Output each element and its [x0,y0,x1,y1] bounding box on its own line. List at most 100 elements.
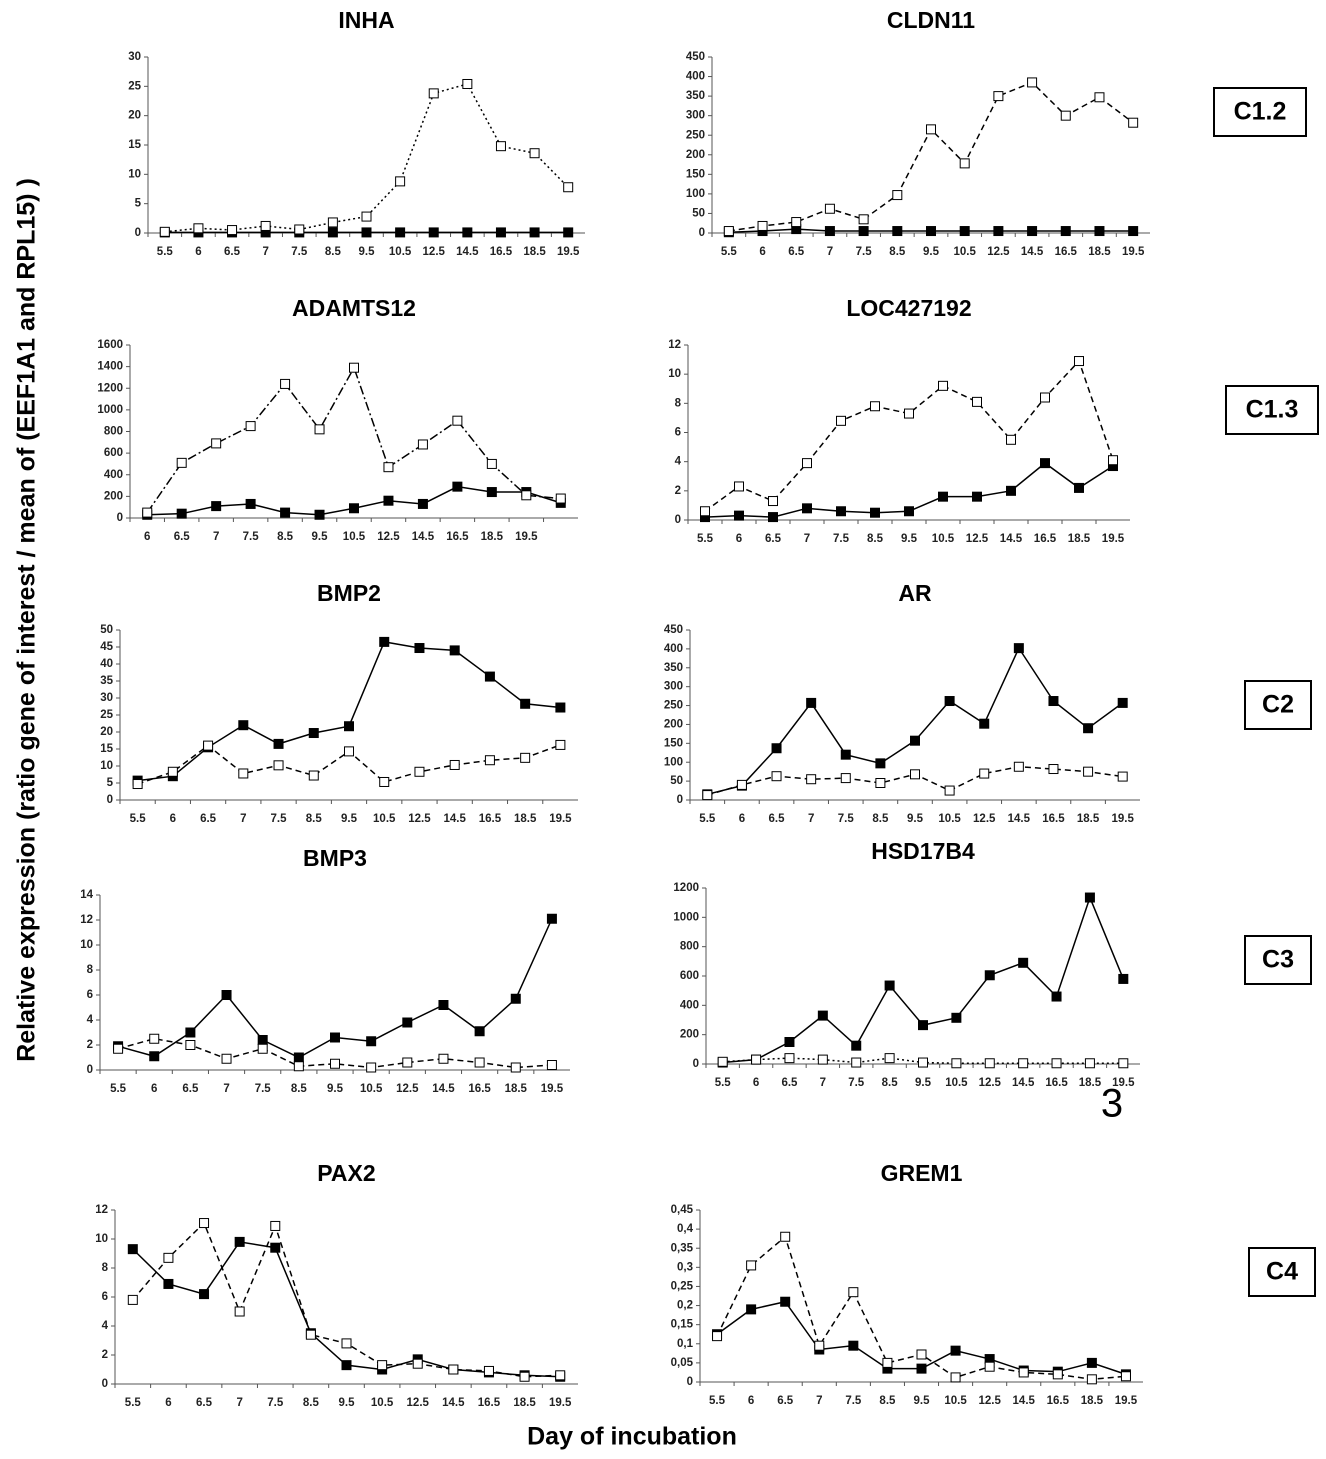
x-tick-label: 9.5 [901,533,918,545]
y-tick-label: 250 [664,700,683,712]
point-marker [199,1289,210,1300]
point-marker [1117,697,1128,708]
x-tick-label: 16.5 [1034,533,1057,545]
point-marker [870,401,880,412]
x-tick-label: 7.5 [243,531,260,543]
point-marker [870,507,880,518]
point-marker [904,408,914,419]
point-marker [851,1040,862,1051]
point-marker [784,1037,795,1047]
point-marker [414,643,425,654]
x-tick-label: 8.5 [889,246,906,258]
point-marker [916,1349,927,1360]
series-line [132,1241,561,1378]
point-marker [736,779,747,790]
point-marker [814,1340,825,1351]
point-marker [417,439,428,450]
x-tick-label: 18.5 [513,1397,536,1409]
point-marker [836,415,846,426]
y-tick-label: 300 [686,110,705,122]
point-marker [1120,1371,1131,1382]
x-tick-label: 10.5 [945,1077,968,1089]
y-tick-label: 25 [128,80,141,92]
x-tick-label: 5.5 [130,813,147,825]
point-marker [293,1052,304,1063]
cluster-label: C2 [1262,691,1294,719]
point-marker [1051,991,1062,1002]
point-marker [412,1358,423,1369]
point-marker [273,738,284,749]
x-tick-label: 7 [827,246,833,258]
y-axis-label: Relative expression (ratio gene of inter… [13,178,41,1062]
point-marker [270,1242,281,1253]
y-tick-label: 150 [686,168,705,180]
y-tick-label: 15 [128,139,141,151]
x-tick-label: 14.5 [1013,1395,1036,1407]
point-marker [449,759,460,770]
chart-title: ADAMTS12 [292,295,416,321]
point-marker [308,728,319,739]
point-marker [1027,226,1038,237]
y-tick-label: 50 [670,775,683,787]
x-tick-label: 9.5 [923,246,940,258]
point-marker [1060,110,1071,121]
point-marker [806,697,817,708]
y-tick-label: 0 [675,514,681,526]
point-marker [802,458,812,469]
x-tick-label: 19.5 [549,1397,572,1409]
point-marker [221,990,232,1000]
point-marker [858,214,869,225]
point-marker [495,227,506,238]
x-tick-label: 12.5 [423,246,446,258]
y-tick-label: 400 [664,643,683,655]
x-tick-label: 10.5 [932,533,955,545]
point-marker [938,380,948,391]
point-marker [484,755,495,766]
point-marker [377,1360,388,1371]
point-marker [474,1026,485,1037]
point-marker [379,636,390,647]
point-marker [330,1058,340,1069]
point-marker [884,980,895,991]
point-marker [520,752,531,763]
x-tick-label: 6.5 [200,813,217,825]
y-tick-label: 100 [664,756,683,768]
x-tick-label: 9.5 [339,1397,356,1409]
point-marker [449,645,460,656]
point-marker [199,1218,210,1229]
point-marker [1013,643,1024,654]
point-marker [383,495,394,506]
point-marker [1084,892,1095,903]
x-tick-label: 7.5 [267,1397,284,1409]
x-tick-label: 8.5 [277,531,294,543]
point-marker [234,1306,245,1317]
y-tick-label: 0 [693,1058,699,1070]
cluster-box [1244,680,1312,730]
point-marker [950,1372,961,1383]
x-tick-label: 5.5 [157,246,174,258]
x-tick-label: 10.5 [371,1397,394,1409]
point-marker [273,760,284,771]
point-marker [1117,771,1128,782]
x-tick-label: 14.5 [412,531,435,543]
point-marker [918,1020,928,1031]
x-axis-label: Day of incubation [527,1423,737,1451]
x-tick-label: 7 [223,1083,229,1095]
point-marker [142,507,153,518]
point-marker [211,501,222,512]
point-marker [944,785,955,796]
point-marker [979,768,990,779]
y-tick-label: 150 [664,737,683,749]
x-tick-label: 6.5 [781,1077,798,1089]
x-tick-label: 12.5 [978,1395,1001,1407]
point-marker [327,227,338,238]
point-marker [521,490,532,501]
x-tick-label: 10.5 [944,1395,967,1407]
y-tick-label: 6 [675,427,681,439]
y-tick-label: 8 [87,964,94,976]
y-tick-label: 0,35 [671,1242,694,1254]
point-marker [746,1304,757,1315]
y-tick-label: 4 [102,1320,109,1332]
x-tick-label: 14.5 [1012,1077,1035,1089]
